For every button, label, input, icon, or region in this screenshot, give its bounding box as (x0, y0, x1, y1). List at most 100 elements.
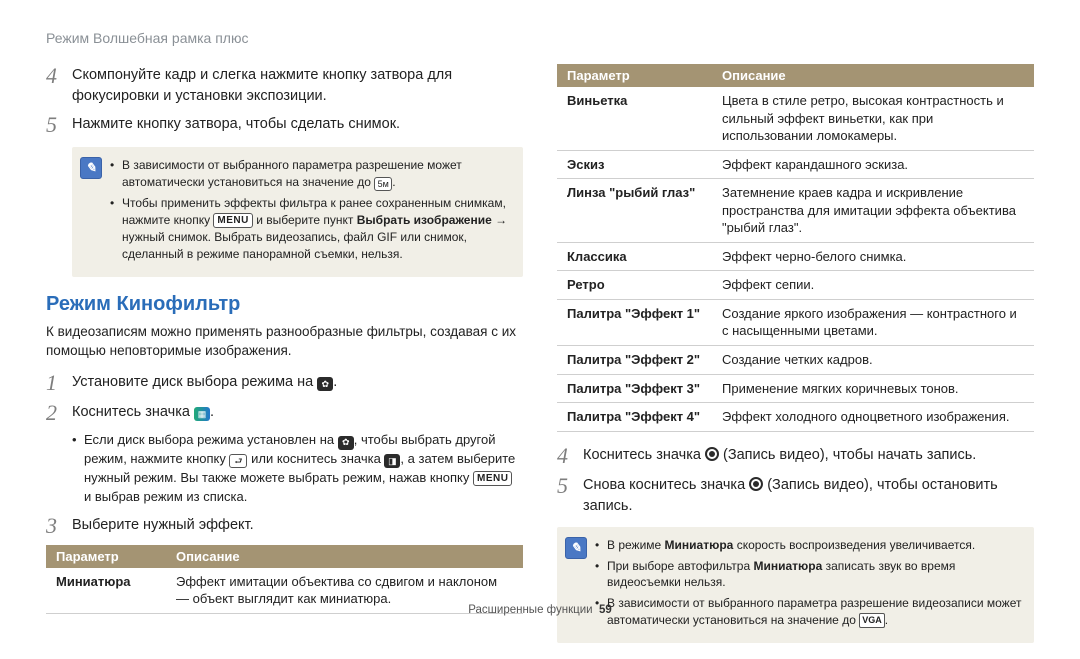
note-bold: Миниатюра (665, 538, 734, 552)
step-5-right: 5 Снова коснитесь значка (Запись видео),… (557, 474, 1034, 517)
table-row: Палитра "Эффект 4"Эффект холодного одноц… (557, 403, 1034, 432)
text: или коснитесь значка (247, 451, 384, 466)
table-header-row: Параметр Описание (46, 545, 523, 568)
resolution-icon: 5м (374, 177, 392, 191)
text: и выбрав режим из списка. (84, 489, 247, 504)
step-fragment: (Запись видео), чтобы начать запись. (719, 447, 976, 463)
menu-icon: MENU (213, 213, 252, 228)
table-row: Палитра "Эффект 2"Создание четких кадров… (557, 346, 1034, 375)
table-row: ВиньеткаЦвета в стиле ретро, высокая кон… (557, 87, 1034, 150)
left-column: 4 Скомпонуйте кадр и слегка нажмите кноп… (46, 64, 523, 659)
note-bold: Миниатюра (753, 559, 822, 573)
text: Если диск выбора режима установлен на (84, 432, 338, 447)
step-number: 1 (46, 371, 72, 395)
param-name: Линза "рыбий глаз" (557, 179, 712, 243)
step-fragment: Коснитесь значка (72, 404, 194, 420)
table-header-row: Параметр Описание (557, 64, 1034, 87)
param-desc: Применение мягких коричневых тонов. (712, 374, 1034, 403)
step-number: 5 (557, 474, 583, 517)
note-info-icon: ✎ (565, 537, 587, 559)
param-desc: Цвета в стиле ретро, высокая контрастнос… (712, 87, 1034, 150)
table-header: Параметр (557, 64, 712, 87)
note-box-2: ✎ В режиме Миниатюра скорость воспроизве… (557, 527, 1034, 643)
step-text: Скомпонуйте кадр и слегка нажмите кнопку… (72, 64, 523, 107)
footer-text: Расширенные функции (468, 604, 592, 616)
section-intro: К видеозаписям можно применять разнообра… (46, 322, 523, 361)
mode-select-icon: ◨ (384, 454, 400, 468)
step-5: 5 Нажмите кнопку затвора, чтобы сделать … (46, 113, 523, 137)
table-row: ЭскизЭффект карандашного эскиза. (557, 150, 1034, 179)
note-item: Чтобы применить эффекты фильтра к ранее … (110, 195, 513, 262)
step-fragment: Снова коснитесь значка (583, 477, 749, 493)
step-4: 4 Скомпонуйте кадр и слегка нажмите кноп… (46, 64, 523, 107)
note-box-1: ✎ В зависимости от выбранного параметра … (72, 147, 523, 276)
menu-icon: MENU (473, 471, 512, 486)
step-4-right: 4 Коснитесь значка (Запись видео), чтобы… (557, 444, 1034, 468)
param-table-right: Параметр Описание ВиньеткаЦвета в стиле … (557, 64, 1034, 432)
note-text: и выберите пункт (253, 213, 357, 227)
note-text: В режиме (607, 538, 665, 552)
table-row: КлассикаЭффект черно-белого снимка. (557, 242, 1034, 271)
mode-icon: ✿ (338, 436, 354, 450)
step-2: 2 Коснитесь значка ▦. (46, 401, 523, 425)
section-title: Режим Кинофильтр (46, 293, 523, 316)
step-number: 2 (46, 401, 72, 425)
param-name: Виньетка (557, 87, 712, 150)
note-bold: Выбрать изображение (357, 213, 492, 227)
note-info-icon: ✎ (80, 157, 102, 179)
table-header: Параметр (46, 545, 166, 568)
step-3: 3 Выберите нужный эффект. (46, 514, 523, 538)
step-text: Выберите нужный эффект. (72, 514, 254, 538)
step-1: 1 Установите диск выбора режима на ✿. (46, 371, 523, 395)
param-desc: Эффект карандашного эскиза. (712, 150, 1034, 179)
back-icon: ⮐ (229, 454, 247, 468)
step-text: Снова коснитесь значка (Запись видео), ч… (583, 474, 1034, 517)
table-row: Палитра "Эффект 1"Создание яркого изобра… (557, 299, 1034, 345)
page-footer: Расширенные функции 59 (0, 604, 1080, 616)
table-header: Описание (712, 64, 1034, 87)
note-item: В зависимости от выбранного параметра ра… (110, 157, 513, 191)
two-column-layout: 4 Скомпонуйте кадр и слегка нажмите кноп… (46, 64, 1034, 659)
table-row: Палитра "Эффект 3"Применение мягких кори… (557, 374, 1034, 403)
note-body: В режиме Миниатюра скорость воспроизведе… (595, 537, 1024, 633)
note-item: При выборе автофильтра Миниатюра записат… (595, 558, 1024, 592)
step-number: 4 (557, 444, 583, 468)
param-name: Палитра "Эффект 2" (557, 346, 712, 375)
sub-bullet-list: Если диск выбора режима установлен на ✿,… (72, 431, 523, 506)
page-number: 59 (599, 604, 612, 616)
page-header: Режим Волшебная рамка плюс (46, 30, 1034, 46)
param-name: Эскиз (557, 150, 712, 179)
param-name: Классика (557, 242, 712, 271)
record-icon (749, 477, 763, 491)
step-number: 3 (46, 514, 72, 538)
movie-filter-icon: ▦ (194, 407, 210, 421)
table-row: РетроЭффект сепии. (557, 271, 1034, 300)
note-text: При выборе автофильтра (607, 559, 753, 573)
param-desc: Эффект черно-белого снимка. (712, 242, 1034, 271)
step-text: Установите диск выбора режима на ✿. (72, 371, 337, 395)
header-title: Режим Волшебная рамка плюс (46, 30, 248, 46)
note-text: скорость воспроизведения увеличивается. (733, 538, 975, 552)
record-icon (705, 447, 719, 461)
note-text: В зависимости от выбранного параметра ра… (122, 158, 462, 189)
step-number: 5 (46, 113, 72, 137)
step-text: Нажмите кнопку затвора, чтобы сделать сн… (72, 113, 400, 137)
table-header: Описание (166, 545, 523, 568)
step-number: 4 (46, 64, 72, 107)
param-desc: Создание четких кадров. (712, 346, 1034, 375)
param-name: Палитра "Эффект 3" (557, 374, 712, 403)
param-name: Палитра "Эффект 4" (557, 403, 712, 432)
mode-dial-icon: ✿ (317, 377, 333, 391)
param-name: Палитра "Эффект 1" (557, 299, 712, 345)
right-column: Параметр Описание ВиньеткаЦвета в стиле … (557, 64, 1034, 659)
param-name: Ретро (557, 271, 712, 300)
param-desc: Затемнение краев кадра и искривление про… (712, 179, 1034, 243)
param-desc: Эффект сепии. (712, 271, 1034, 300)
step-fragment: Установите диск выбора режима на (72, 374, 317, 390)
note-body: В зависимости от выбранного параметра ра… (110, 157, 513, 266)
sub-bullet: Если диск выбора режима установлен на ✿,… (72, 431, 523, 506)
step-text: Коснитесь значка ▦. (72, 401, 214, 425)
step-fragment: Коснитесь значка (583, 447, 705, 463)
param-desc: Создание яркого изображения — контрастно… (712, 299, 1034, 345)
step-text: Коснитесь значка (Запись видео), чтобы н… (583, 444, 976, 468)
